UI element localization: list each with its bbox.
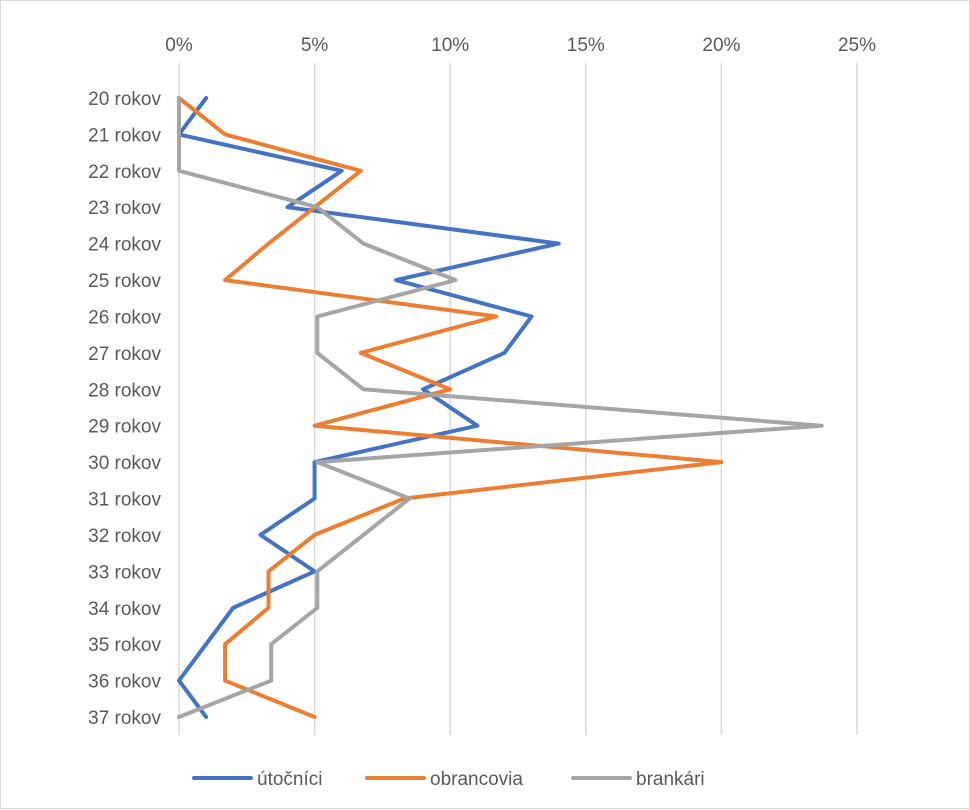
value-tick-label: 10% <box>431 35 469 56</box>
value-tick-label: 25% <box>838 35 876 56</box>
series-lines <box>177 96 824 719</box>
value-tick-label: 0% <box>165 35 193 56</box>
category-label: 32 rokov <box>88 526 161 547</box>
category-label: 21 rokov <box>88 125 161 146</box>
series-line-3 <box>177 96 824 719</box>
category-label: 31 rokov <box>88 490 161 511</box>
category-label: 25 rokov <box>88 271 161 292</box>
value-tick-label: 15% <box>567 35 605 56</box>
category-label: 20 rokov <box>88 89 161 110</box>
legend-label: obrancovia <box>430 769 523 790</box>
category-axis-labels: 20 rokov 21 rokov 22 rokov 23 rokov 24 rokov… <box>88 89 161 729</box>
category-label: 33 rokov <box>88 562 161 583</box>
category-label: 22 rokov <box>88 162 161 183</box>
value-tick-label: 20% <box>702 35 740 56</box>
category-label: 23 rokov <box>88 198 161 219</box>
category-label: 34 rokov <box>88 599 161 620</box>
legend-label: brankári <box>636 769 705 790</box>
series-line-2 <box>177 96 724 719</box>
legend: útočníci obrancovia brankári <box>192 769 705 790</box>
category-label: 24 rokov <box>88 235 161 256</box>
category-label: 27 rokov <box>88 344 161 365</box>
category-label: 29 rokov <box>88 417 161 438</box>
value-axis-tick-labels: 0% 5% 10% 15% 20% 25% <box>165 35 876 56</box>
category-label: 30 rokov <box>88 453 161 474</box>
series-line-1 <box>177 96 561 719</box>
value-tick-label: 5% <box>301 35 329 56</box>
category-label: 37 rokov <box>88 708 161 729</box>
category-label: 26 rokov <box>88 307 161 328</box>
legend-label: útočníci <box>257 769 322 790</box>
category-label: 35 rokov <box>88 635 161 656</box>
category-label: 36 rokov <box>88 672 161 693</box>
gridlines <box>178 63 858 735</box>
category-label: 28 rokov <box>88 380 161 401</box>
